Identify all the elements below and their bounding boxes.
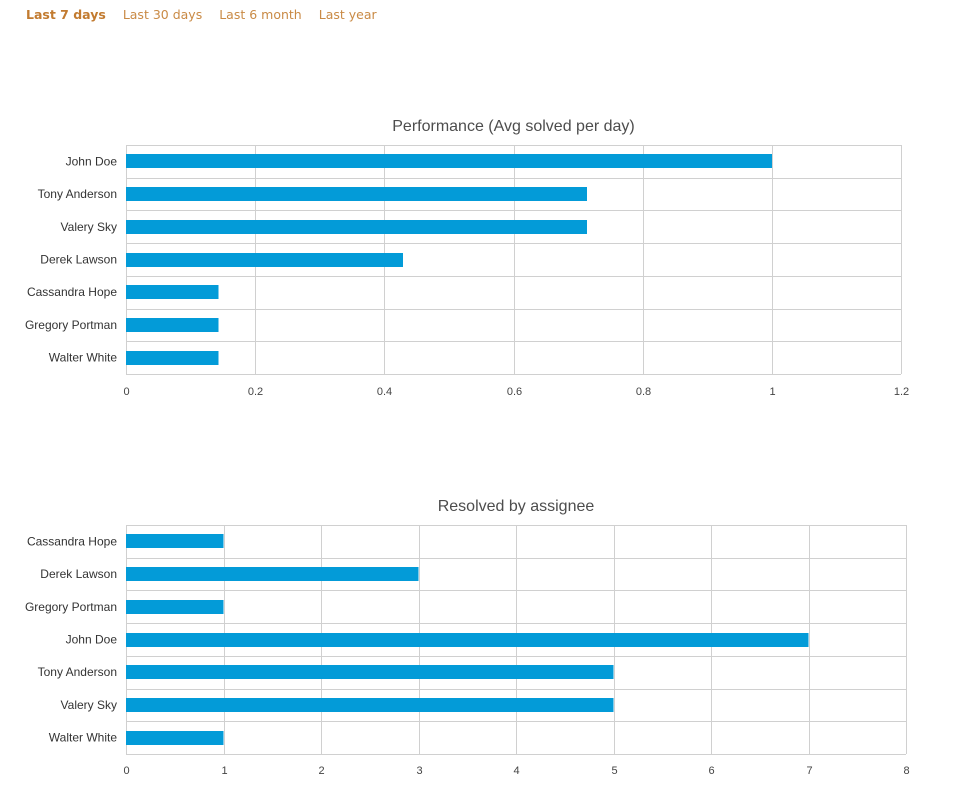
performance-chart: Performance (Avg solved per day) 0 0.2 0.4 0… (25, 118, 909, 398)
x-tick-label: 1 (769, 386, 775, 398)
category-label: Tony Anderson (38, 187, 117, 201)
bar-walter-white (126, 351, 219, 365)
x-tick-label: 2 (318, 765, 324, 777)
bar-valery-sky (126, 220, 588, 234)
x-tick-label: 0.8 (636, 386, 651, 398)
category-label: Walter White (49, 351, 118, 365)
bar-tony-anderson (126, 665, 614, 679)
tab-last-30-days[interactable]: Last 30 days (122, 7, 203, 22)
x-tick-label: 4 (513, 765, 519, 777)
tab-last-6-month[interactable]: Last 6 month (219, 7, 302, 22)
bar-cassandra-hope (126, 285, 219, 299)
x-tick-label: 3 (416, 765, 422, 777)
x-tick-label: 1 (221, 765, 227, 777)
category-label: John Doe (66, 633, 118, 647)
chart-title: Performance (Avg solved per day) (392, 118, 634, 135)
tab-last-7-days[interactable]: Last 7 days (26, 7, 106, 22)
category-label: Derek Lawson (40, 567, 117, 581)
bar-walter-white (126, 731, 224, 745)
x-tick-label: 1.2 (894, 386, 909, 398)
resolved-by-assignee-chart: Resolved by assignee 0 1 2 3 4 5 6 7 8 Cassandra H… (25, 498, 910, 777)
category-label: Cassandra Hope (27, 534, 117, 548)
category-label: John Doe (66, 154, 118, 168)
category-label: Gregory Portman (25, 600, 117, 614)
x-tick-label: 0.2 (248, 386, 263, 398)
category-label: Valery Sky (61, 698, 117, 712)
category-label: Walter White (49, 731, 118, 745)
x-tick-label: 0 (123, 386, 129, 398)
category-label: Tony Anderson (38, 665, 117, 679)
x-tick-label: 5 (611, 765, 617, 777)
category-label: Derek Lawson (40, 253, 117, 267)
bar-john-doe (126, 154, 772, 168)
bar-gregory-portman (126, 318, 219, 332)
date-range-tabs: Last 7 days Last 30 days Last 6 month La… (26, 7, 377, 22)
x-tick-label: 0.6 (507, 386, 522, 398)
bar-john-doe (126, 633, 809, 647)
bar-tony-anderson (126, 187, 588, 201)
x-tick-label: 0 (123, 765, 129, 777)
chart-title: Resolved by assignee (438, 498, 595, 515)
bar-valery-sky (126, 698, 614, 712)
bar-cassandra-hope (126, 534, 224, 548)
x-tick-label: 7 (806, 765, 812, 777)
x-tick-label: 0.4 (377, 386, 392, 398)
x-tick-label: 6 (708, 765, 714, 777)
category-label: Gregory Portman (25, 318, 117, 332)
category-label: Valery Sky (61, 220, 117, 234)
tab-last-year[interactable]: Last year (318, 7, 377, 22)
bar-derek-lawson (126, 567, 419, 581)
x-tick-label: 8 (903, 765, 909, 777)
bar-derek-lawson (126, 253, 404, 267)
bar-gregory-portman (126, 600, 224, 614)
category-label: Cassandra Hope (27, 285, 117, 299)
